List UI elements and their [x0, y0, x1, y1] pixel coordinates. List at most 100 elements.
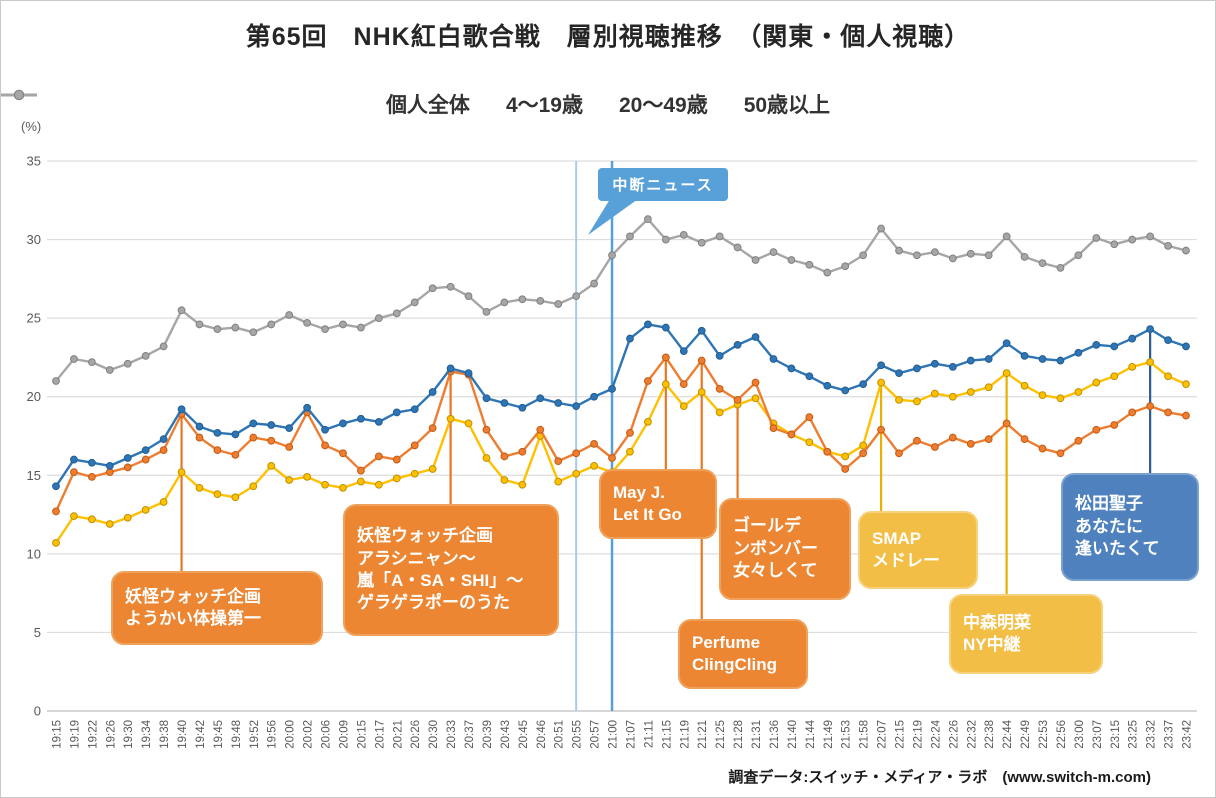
svg-text:19:42: 19:42: [195, 720, 207, 749]
source-credit: 調査データ:スイッチ・メディア・ラボ (www.switch-m.com): [728, 769, 1151, 786]
svg-text:22:19: 22:19: [912, 720, 924, 749]
svg-text:21:53: 21:53: [841, 720, 853, 749]
annotation-yokai-taisou: 妖怪ウォッチ企画 ようかい体操第一: [111, 571, 323, 645]
annotation-line: 逢いたくて: [1075, 539, 1160, 559]
svg-text:20:02: 20:02: [303, 720, 315, 749]
chart-title: 第65回 NHK紅白歌合戦 層別視聴推移 （関東・個人視聴）: [245, 23, 971, 51]
svg-text:21:58: 21:58: [859, 720, 871, 749]
annotation-yokai-arashi: 妖怪ウォッチ企画 アラシニャン～ 嵐「A・SA・SHI」～ ゲラゲラポーのうた: [343, 504, 559, 636]
svg-text:20:51: 20:51: [554, 720, 566, 749]
svg-text:22:32: 22:32: [966, 720, 978, 749]
svg-text:19:38: 19:38: [159, 720, 171, 749]
svg-text:20:21: 20:21: [392, 720, 404, 749]
legend-label: 4～19歳: [505, 94, 583, 117]
svg-text:30: 30: [27, 232, 41, 247]
svg-text:20:09: 20:09: [338, 720, 350, 749]
svg-text:21:15: 21:15: [661, 720, 673, 749]
svg-text:22:56: 22:56: [1056, 720, 1068, 749]
svg-text:22:26: 22:26: [948, 720, 960, 749]
svg-text:21:25: 21:25: [715, 720, 727, 749]
svg-text:19:15: 19:15: [52, 720, 64, 749]
annotation-smap-medley: SMAP メドレー: [858, 511, 978, 589]
svg-text:21:49: 21:49: [823, 720, 835, 749]
annotation-line: ンボンバー: [733, 538, 818, 558]
svg-text:23:42: 23:42: [1182, 720, 1194, 749]
svg-text:21:21: 21:21: [697, 720, 709, 749]
svg-text:20:46: 20:46: [536, 720, 548, 749]
annotation-line: 中森明菜: [963, 612, 1031, 632]
svg-text:22:38: 22:38: [984, 720, 996, 749]
svg-text:21:40: 21:40: [787, 720, 799, 749]
svg-text:19:56: 19:56: [267, 720, 279, 749]
svg-text:19:52: 19:52: [249, 720, 261, 749]
svg-text:22:44: 22:44: [1002, 719, 1014, 748]
svg-text:19:40: 19:40: [177, 720, 189, 749]
legend-label: 個人全体: [385, 94, 470, 117]
svg-text:15: 15: [27, 468, 41, 483]
svg-text:21:28: 21:28: [733, 720, 745, 749]
svg-text:19:34: 19:34: [141, 719, 153, 748]
svg-text:20:57: 20:57: [590, 720, 602, 749]
svg-text:20:30: 20:30: [428, 720, 440, 749]
annotation-line: 女々しくて: [733, 561, 818, 581]
svg-text:20:06: 20:06: [321, 720, 333, 749]
svg-text:22:24: 22:24: [930, 719, 942, 748]
annotation-line: NY中継: [963, 635, 1021, 654]
svg-text:20:33: 20:33: [446, 720, 458, 749]
svg-text:23:15: 23:15: [1110, 720, 1122, 749]
svg-text:20:39: 20:39: [482, 720, 494, 749]
annotation-line: あなたに: [1075, 516, 1143, 536]
svg-text:20:15: 20:15: [356, 720, 368, 749]
annotation-line: 松田聖子: [1075, 494, 1143, 514]
svg-text:5: 5: [34, 625, 41, 640]
svg-text:22:49: 22:49: [1020, 720, 1032, 749]
svg-text:21:11: 21:11: [643, 720, 655, 748]
legend: 個人全体 4～19歳 20～49歳 50歳以上: [1, 89, 1215, 119]
svg-text:35: 35: [27, 154, 41, 169]
svg-text:22:53: 22:53: [1038, 720, 1050, 749]
legend-label: 20～49歳: [618, 94, 708, 117]
annotation-news-break: 中断ニュース: [598, 168, 728, 201]
annotation-mayj-letitgo: May J. Let It Go: [599, 469, 717, 539]
svg-text:23:07: 23:07: [1092, 720, 1104, 749]
svg-text:19:26: 19:26: [105, 720, 117, 749]
legend-item: 50歳以上: [1, 89, 831, 119]
annotation-golden-bomber: ゴールデ ンボンバー女々しくて: [719, 498, 851, 600]
svg-text:20:55: 20:55: [572, 720, 584, 749]
svg-text:21:00: 21:00: [608, 720, 620, 749]
annotation-line: ClingCling: [692, 655, 777, 674]
svg-text:19:48: 19:48: [231, 720, 243, 749]
svg-text:21:07: 21:07: [625, 720, 637, 749]
svg-text:21:36: 21:36: [769, 720, 781, 749]
svg-text:19:45: 19:45: [213, 720, 225, 749]
svg-text:22:15: 22:15: [895, 720, 907, 749]
annotation-line: ゴールデ: [733, 516, 801, 536]
svg-text:21:19: 21:19: [679, 720, 691, 749]
svg-text:10: 10: [27, 546, 41, 561]
annotation-line: メドレー: [872, 551, 940, 570]
svg-text:20:00: 20:00: [285, 720, 297, 749]
svg-text:19:30: 19:30: [123, 720, 135, 749]
svg-text:19:19: 19:19: [69, 720, 81, 749]
annotation-line: Let It Go: [613, 505, 682, 524]
svg-text:23:25: 23:25: [1128, 720, 1140, 749]
annotation-nakamori-akina: 中森明菜 NY中継: [949, 594, 1103, 674]
svg-text:20:37: 20:37: [464, 720, 476, 749]
svg-text:20:17: 20:17: [374, 720, 386, 749]
svg-text:21:31: 21:31: [751, 720, 763, 749]
svg-text:25: 25: [27, 311, 41, 326]
svg-text:23:00: 23:00: [1074, 720, 1086, 749]
annotation-line: 嵐「A・SA・SHI」～: [357, 571, 524, 590]
legend-label: 50歳以上: [743, 94, 831, 117]
legend-marker-icon: [1, 89, 37, 101]
annotation-line: SMAP: [872, 528, 922, 548]
annotation-line: アラシニャン～: [357, 548, 476, 568]
svg-text:20:43: 20:43: [500, 720, 512, 749]
annotation-line: 妖怪ウォッチ企画: [125, 586, 261, 606]
annotation-line: ようかい体操第一: [125, 609, 261, 628]
annotation-line: 妖怪ウォッチ企画: [357, 526, 493, 546]
svg-text:20:26: 20:26: [410, 720, 422, 749]
svg-text:23:32: 23:32: [1146, 720, 1158, 749]
